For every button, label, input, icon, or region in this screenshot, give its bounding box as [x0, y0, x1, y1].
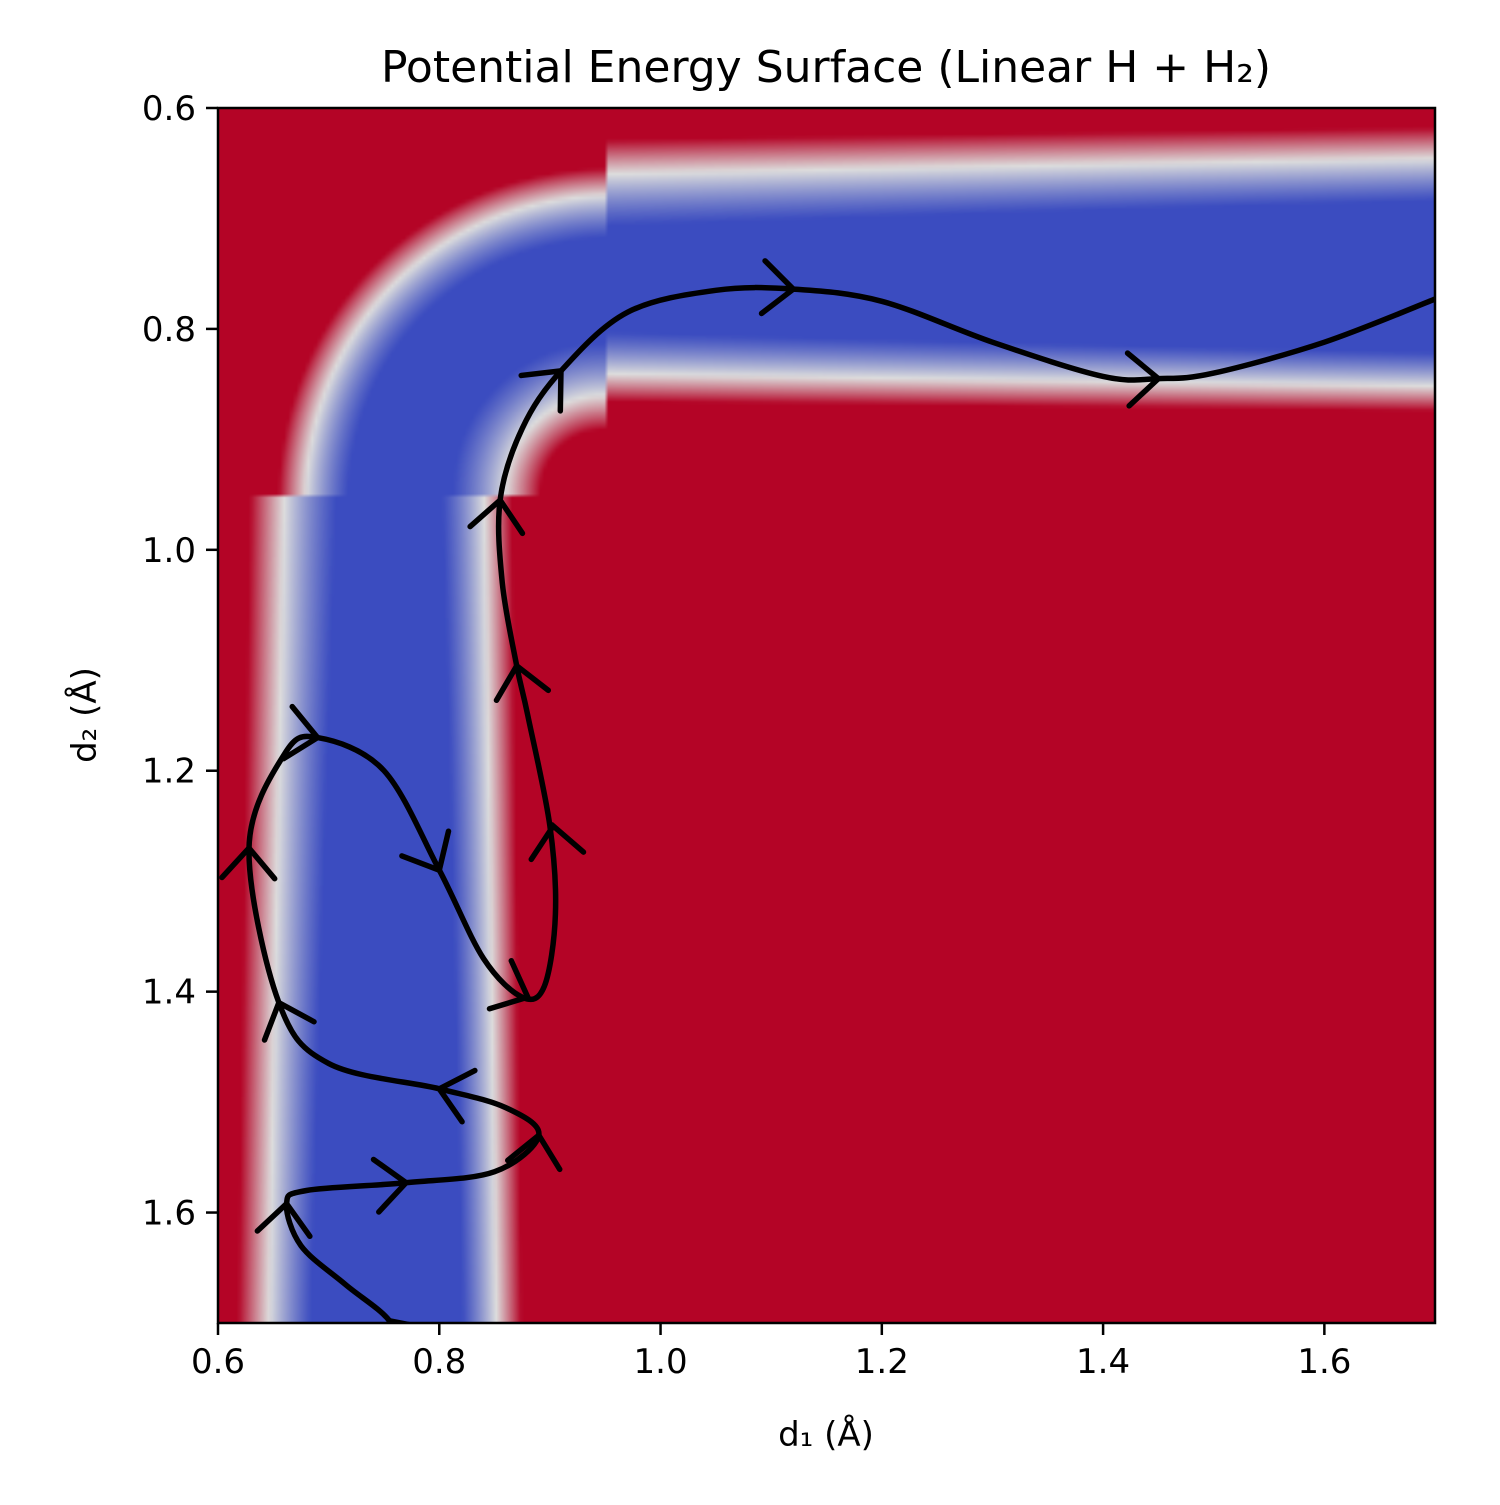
heatmap-surface: [218, 108, 1435, 1323]
x-tick-label: 1.0: [634, 1342, 688, 1382]
x-tick-label: 0.6: [191, 1342, 245, 1382]
x-tick-label: 1.6: [1297, 1342, 1351, 1382]
y-tick-label: 0.6: [142, 89, 196, 129]
y-tick-label: 1.4: [142, 973, 196, 1013]
heatmap-image: [218, 108, 1435, 1323]
y-tick-label: 1.6: [142, 1194, 196, 1234]
x-axis: 0.6 0.8 1.0 1.2 1.4 1.6: [191, 1323, 1351, 1382]
y-tick-label: 0.8: [142, 310, 196, 350]
x-axis-label: d₁ (Å): [778, 1414, 874, 1455]
x-tick-label: 1.2: [855, 1342, 909, 1382]
trajectory-arrow: [518, 367, 564, 414]
trajectory-arrow: [254, 1199, 313, 1240]
trajectory-arrow: [1124, 350, 1163, 409]
trajectory-arrow: [386, 1317, 415, 1323]
y-axis: 0.6 0.8 1.0 1.2 1.4 1.6: [142, 89, 218, 1234]
y-tick-label: 1.0: [142, 531, 196, 571]
y-tick-label: 1.2: [142, 752, 196, 792]
x-tick-label: 1.4: [1076, 1342, 1130, 1382]
trajectory-arrow: [493, 661, 552, 704]
chart-title: Potential Energy Surface (Linear H + H₂): [381, 42, 1271, 93]
trajectory-layer: [219, 258, 1435, 1323]
x-tick-label: 0.8: [412, 1342, 466, 1382]
trajectory-arrow: [504, 1131, 563, 1173]
trajectory-arrow: [435, 1067, 478, 1125]
trajectory-arrow: [486, 957, 532, 1012]
plot-frame: [216, 106, 1437, 1325]
trajectory-arrow: [280, 703, 322, 762]
trajectory-arrow: [219, 843, 278, 882]
trajectory-arrow: [370, 1156, 411, 1215]
trajectory-arrow: [528, 821, 587, 863]
y-axis-label: d₂ (Å): [64, 667, 105, 763]
trajectory-arrow: [261, 998, 317, 1043]
trajectory-arrow: [467, 495, 526, 537]
trajectory-arrow: [399, 828, 452, 874]
trajectory-arrow: [758, 258, 798, 317]
